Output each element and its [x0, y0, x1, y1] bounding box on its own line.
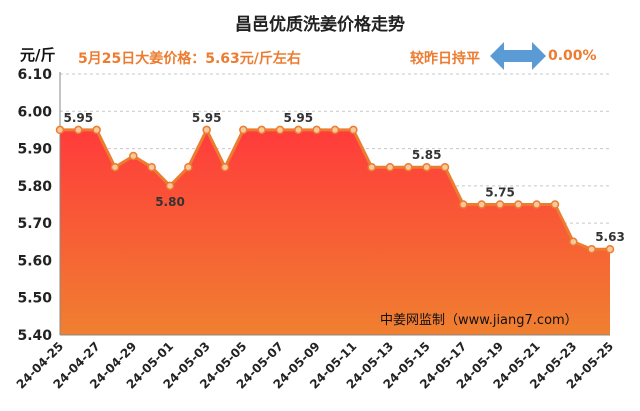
- data-point: [220, 162, 230, 172]
- data-point: [55, 125, 65, 135]
- change-value: 0.00%: [548, 48, 597, 64]
- data-point: [184, 162, 193, 172]
- data-point: [202, 125, 211, 135]
- data-label: 5.63: [595, 230, 625, 244]
- area-fill: [60, 129, 610, 335]
- data-point: [495, 200, 505, 209]
- y-axis-unit: 元/斤: [20, 46, 56, 64]
- y-tick-label: 5.90: [17, 142, 52, 158]
- data-point: [422, 162, 431, 172]
- y-tick-label: 5.70: [17, 216, 52, 232]
- data-label: 5.95: [284, 111, 314, 125]
- double-arrow-icon: [490, 42, 546, 70]
- y-tick-label: 5.40: [17, 328, 52, 344]
- data-point: [257, 125, 266, 135]
- data-point: [569, 237, 578, 247]
- price-note: 5月25日大姜价格：5.63元/斤左右: [78, 51, 301, 67]
- data-point: [147, 162, 156, 172]
- data-point: [550, 200, 560, 209]
- data-label: 5.95: [64, 111, 94, 125]
- data-point: [239, 125, 248, 135]
- data-point: [385, 162, 395, 172]
- data-point: [367, 162, 376, 172]
- data-point: [294, 125, 303, 135]
- data-point: [74, 125, 83, 135]
- data-label: 5.80: [155, 195, 185, 209]
- data-point: [587, 244, 596, 254]
- data-point: [275, 125, 285, 135]
- data-point: [532, 200, 541, 209]
- data-point: [605, 244, 615, 254]
- data-label: 5.85: [412, 148, 442, 162]
- y-tick-label: 6.10: [17, 67, 52, 83]
- data-label: 5.95: [192, 111, 222, 125]
- data-point: [129, 151, 138, 161]
- data-point: [349, 125, 358, 135]
- compare-label: 较昨日持平: [410, 51, 480, 67]
- y-tick-label: 5.50: [17, 291, 52, 307]
- y-tick-label: 5.80: [17, 179, 52, 195]
- y-tick-label: 5.60: [17, 253, 52, 269]
- data-point: [330, 125, 340, 135]
- data-point: [404, 162, 413, 172]
- data-label: 5.75: [485, 186, 515, 200]
- chart-title: 昌邑优质洗姜价格走势: [235, 15, 405, 35]
- source-credit: 中姜网监制（www.jiang7.com）: [380, 313, 578, 328]
- data-point: [477, 200, 486, 209]
- data-point: [440, 162, 450, 172]
- y-tick-label: 6.00: [17, 104, 52, 120]
- data-point: [92, 125, 101, 135]
- data-point: [312, 125, 321, 135]
- data-point: [165, 181, 175, 191]
- data-point: [110, 162, 120, 172]
- data-point: [459, 200, 468, 209]
- data-point: [514, 200, 523, 209]
